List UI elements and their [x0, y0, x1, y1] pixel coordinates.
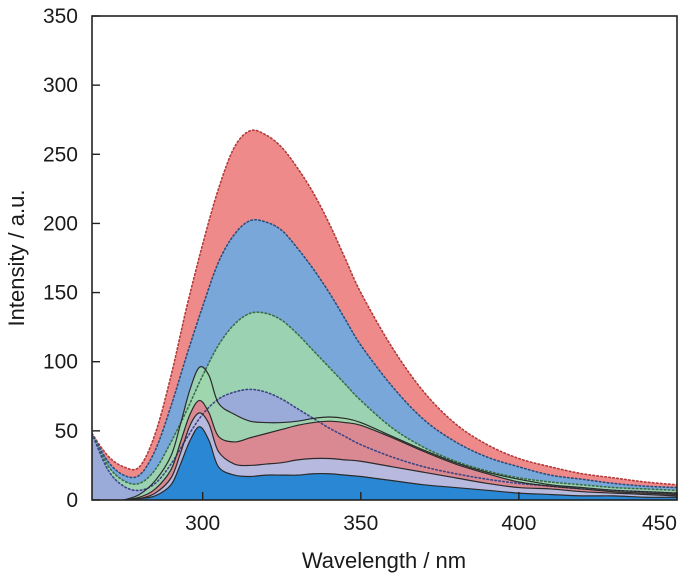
y-tick-label: 350 — [43, 5, 78, 28]
x-tick-label: 450 — [642, 512, 677, 535]
y-tick-label: 100 — [43, 351, 78, 374]
y-axis-label: Intensity / a.u. — [4, 190, 29, 327]
y-tick-label: 250 — [43, 143, 78, 166]
plot-frame — [91, 15, 678, 501]
y-tick-label: 50 — [55, 420, 78, 443]
series-5-line — [123, 366, 677, 500]
series-outline-layer — [92, 129, 677, 500]
series-7-line — [123, 412, 677, 500]
series-6-line — [123, 399, 677, 500]
y-tick-label: 150 — [43, 282, 78, 305]
x-tick-label: 350 — [343, 512, 378, 535]
y-tick-label: 200 — [43, 212, 78, 235]
axis-ticks-layer: 300 350 400 450 0 50 100 150 200 250 300 350 — [43, 5, 678, 535]
x-tick-label: 300 — [185, 512, 220, 535]
x-tick-label: 400 — [501, 512, 536, 535]
series-8-line — [123, 426, 677, 500]
series-1-line — [92, 129, 677, 486]
series-2-line — [92, 218, 677, 489]
x-axis-label: Wavelength / nm — [302, 548, 466, 573]
y-tick-label: 300 — [43, 74, 78, 97]
series-3-line — [92, 311, 677, 492]
y-tick-label: 0 — [66, 489, 78, 512]
series-8-area — [123, 426, 677, 500]
